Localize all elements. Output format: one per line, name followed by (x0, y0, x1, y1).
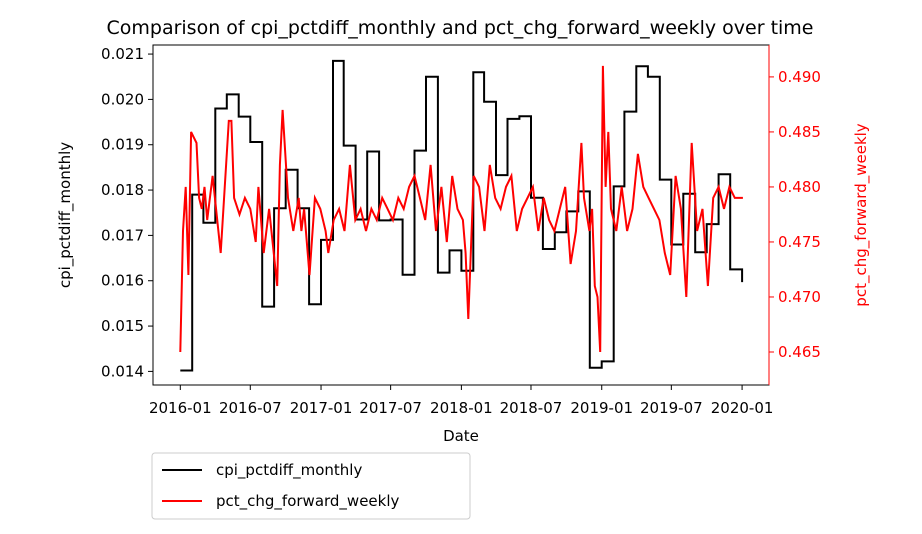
chart-title: Comparison of cpi_pctdiff_monthly and pc… (106, 17, 813, 39)
x-tick-label: 2018-07 (500, 399, 563, 417)
y-left-tick-label: 0.016 (101, 272, 144, 290)
x-tick-label: 2020-01 (711, 399, 774, 417)
y-left-tick-label: 0.019 (101, 136, 144, 154)
y-left-tick-label: 0.015 (101, 317, 144, 335)
legend-label-pct: pct_chg_forward_weekly (216, 492, 400, 511)
y-right-tick-label: 0.470 (778, 288, 821, 306)
x-tick-label: 2019-07 (640, 399, 703, 417)
y-axis-right-label: pct_chg_forward_weekly (852, 123, 871, 307)
series-line-cpi (180, 59, 744, 372)
x-tick-label: 2017-01 (290, 399, 353, 417)
x-tick-label: 2018-01 (430, 399, 493, 417)
y-right-tick-label: 0.490 (778, 68, 821, 86)
y-axis-left: 0.014 0.015 0.016 0.017 0.018 0.019 0.020 0.021 (101, 45, 153, 380)
y-left-tick-label: 0.021 (101, 45, 144, 63)
legend-label-cpi: cpi_pctdiff_monthly (216, 461, 362, 480)
x-axis-label: Date (443, 427, 479, 445)
y-left-tick-label: 0.020 (101, 90, 144, 108)
y-axis-right: 0.465 0.470 0.475 0.480 0.485 0.490 (768, 45, 821, 385)
x-axis: 2016-01 2016-07 2017-01 2017-07 2018-01 2018-… (149, 385, 773, 417)
y-right-tick-label: 0.465 (778, 343, 821, 361)
legend-frame (151, 452, 471, 520)
y-left-tick-label: 0.018 (101, 181, 144, 199)
y-left-tick-label: 0.017 (101, 226, 144, 244)
legend: cpi_pctdiff_monthly pct_chg_forward_week… (151, 452, 471, 520)
y-right-tick-label: 0.485 (778, 123, 821, 141)
x-tick-label: 2019-01 (570, 399, 633, 417)
x-tick-label: 2017-07 (359, 399, 422, 417)
x-tick-label: 2016-07 (219, 399, 282, 417)
plot-lines (179, 59, 744, 372)
series-line-pct (179, 65, 743, 353)
x-tick-label: 2016-01 (149, 399, 212, 417)
y-axis-left-label: cpi_pctdiff_monthly (56, 142, 75, 288)
y-right-tick-label: 0.480 (778, 178, 821, 196)
y-left-tick-label: 0.014 (101, 362, 144, 380)
y-right-tick-label: 0.475 (778, 233, 821, 251)
